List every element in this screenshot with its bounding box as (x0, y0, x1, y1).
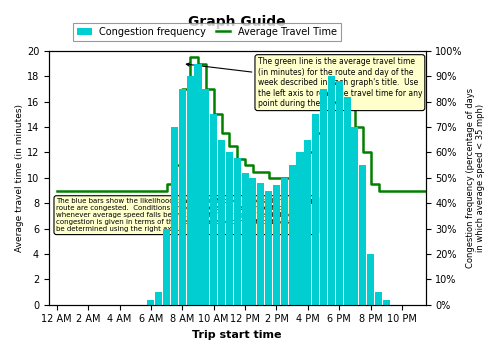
Title: Graph Guide: Graph Guide (188, 15, 286, 29)
Bar (281, 178, 288, 305)
Bar (179, 89, 186, 305)
Bar (328, 76, 335, 305)
Bar (352, 127, 358, 305)
Bar (320, 89, 327, 305)
Bar (194, 64, 202, 305)
Bar (186, 76, 194, 305)
Bar (171, 127, 178, 305)
Bar (250, 178, 256, 305)
Bar (336, 81, 343, 305)
Bar (304, 140, 312, 305)
Text: The green line is the average travel time
(in minutes) for the route and day of : The green line is the average travel tim… (186, 58, 422, 108)
Y-axis label: Average travel time (in minutes): Average travel time (in minutes) (15, 104, 24, 252)
Bar (367, 254, 374, 305)
Bar (360, 165, 366, 305)
Bar (383, 300, 390, 305)
Bar (273, 185, 280, 305)
Bar (265, 191, 272, 305)
Bar (218, 140, 225, 305)
Bar (155, 292, 162, 305)
Bar (242, 173, 248, 305)
Bar (226, 153, 233, 305)
Bar (296, 153, 304, 305)
Bar (344, 97, 350, 305)
Bar (312, 114, 320, 305)
Bar (234, 158, 241, 305)
Bar (210, 114, 217, 305)
Text: The blue bars show the likelihood that the traffic conditions along the trip
rou: The blue bars show the likelihood that t… (56, 198, 316, 232)
X-axis label: Trip start time: Trip start time (192, 330, 282, 340)
Bar (375, 292, 382, 305)
Legend: Congestion frequency, Average Travel Time: Congestion frequency, Average Travel Tim… (73, 23, 341, 41)
Bar (258, 183, 264, 305)
Y-axis label: Congestion frequency (percentage of days
in which average speed < 35 mph): Congestion frequency (percentage of days… (466, 88, 485, 268)
Bar (148, 300, 154, 305)
Bar (163, 229, 170, 305)
Bar (288, 165, 296, 305)
Bar (202, 89, 209, 305)
